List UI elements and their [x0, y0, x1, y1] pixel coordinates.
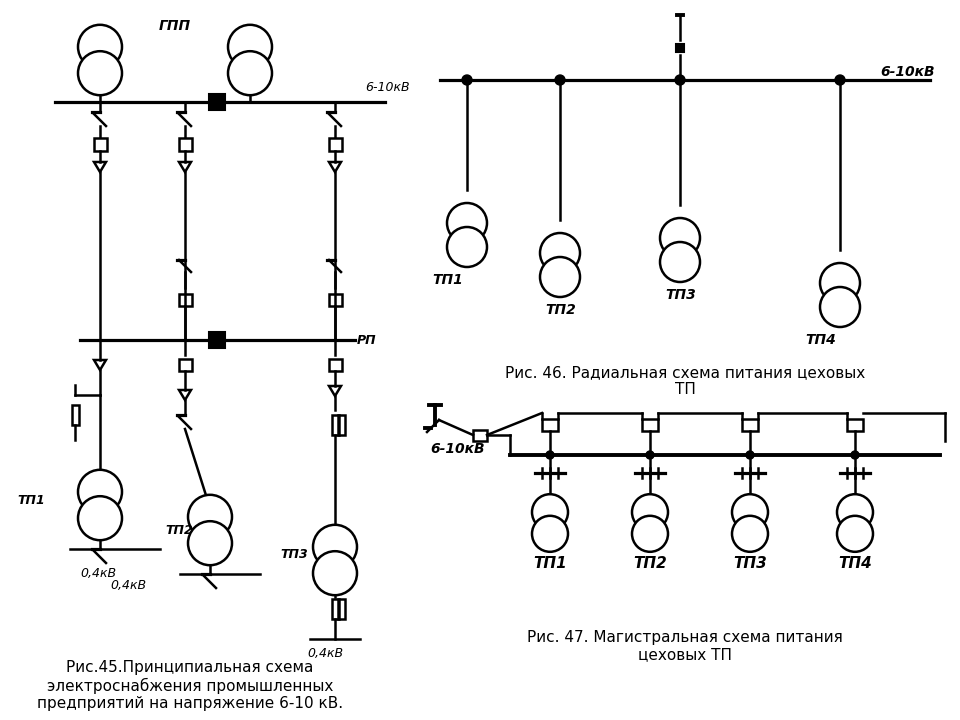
Text: Рис. 47. Магистральная схема питания
цеховых ТП: Рис. 47. Магистральная схема питания цех… [527, 630, 843, 662]
Text: ГПП: ГПП [159, 19, 191, 33]
Text: 0,4кВ: 0,4кВ [307, 647, 343, 660]
Circle shape [188, 521, 232, 565]
Bar [642, 419, 658, 431]
Circle shape [447, 203, 487, 243]
Circle shape [228, 24, 272, 69]
Circle shape [78, 496, 122, 540]
Text: 0,4кВ: 0,4кВ [80, 567, 116, 580]
Bar [93, 138, 107, 150]
Bar [338, 415, 345, 435]
Bar [542, 419, 558, 431]
Circle shape [835, 75, 845, 85]
Bar [742, 419, 758, 431]
Circle shape [555, 75, 565, 85]
Circle shape [851, 451, 859, 459]
Text: Рис.45.Принципиальная схема
электроснабжения промышленных
предприятий на напряже: Рис.45.Принципиальная схема электроснабж… [36, 660, 343, 711]
Circle shape [532, 516, 568, 552]
Circle shape [732, 516, 768, 552]
Circle shape [746, 451, 754, 459]
Text: 6-10кВ: 6-10кВ [365, 81, 410, 94]
Circle shape [632, 516, 668, 552]
Bar [473, 430, 487, 441]
Text: ТП1: ТП1 [533, 556, 566, 571]
Bar [331, 415, 339, 435]
Circle shape [313, 552, 357, 595]
Circle shape [78, 24, 122, 69]
Circle shape [820, 287, 860, 327]
Circle shape [188, 495, 232, 539]
Circle shape [837, 494, 873, 530]
Bar [179, 138, 191, 150]
Bar [328, 294, 342, 306]
Bar [179, 294, 191, 306]
Bar [209, 94, 225, 110]
Circle shape [532, 494, 568, 530]
Text: ТП1: ТП1 [432, 273, 463, 287]
Text: ТП1: ТП1 [17, 493, 45, 506]
Bar [676, 44, 684, 52]
Bar [209, 332, 225, 348]
Text: ТП2: ТП2 [165, 523, 193, 536]
Circle shape [462, 75, 472, 85]
Circle shape [632, 494, 668, 530]
Text: ТП3: ТП3 [665, 288, 696, 302]
Circle shape [540, 233, 580, 273]
Circle shape [78, 51, 122, 95]
Bar [847, 419, 863, 431]
Text: ТП3: ТП3 [280, 549, 308, 562]
Text: ТП2: ТП2 [545, 303, 576, 317]
Text: 6-10кВ: 6-10кВ [880, 65, 935, 79]
Circle shape [660, 242, 700, 282]
Bar [71, 405, 79, 425]
Text: ТП2: ТП2 [634, 556, 667, 571]
Bar [179, 359, 191, 371]
Circle shape [646, 451, 654, 459]
Text: РП: РП [357, 333, 376, 346]
Text: 0,4кВ: 0,4кВ [110, 579, 146, 592]
Circle shape [546, 451, 554, 459]
Text: ТП3: ТП3 [733, 556, 767, 571]
Circle shape [78, 470, 122, 514]
Circle shape [660, 218, 700, 258]
Circle shape [228, 51, 272, 95]
Circle shape [820, 263, 860, 303]
Text: Рис. 46. Радиальная схема питания цеховых
ТП: Рис. 46. Радиальная схема питания цеховы… [505, 365, 865, 397]
Circle shape [732, 494, 768, 530]
Bar [331, 599, 339, 619]
Circle shape [313, 525, 357, 569]
Text: ТП4: ТП4 [805, 333, 836, 347]
Bar [328, 359, 342, 371]
Circle shape [540, 257, 580, 297]
Text: 6-10кВ: 6-10кВ [430, 442, 485, 456]
Text: ТП4: ТП4 [838, 556, 872, 571]
Circle shape [447, 227, 487, 267]
Circle shape [837, 516, 873, 552]
Bar [328, 138, 342, 150]
Bar [338, 599, 345, 619]
Circle shape [675, 75, 685, 85]
